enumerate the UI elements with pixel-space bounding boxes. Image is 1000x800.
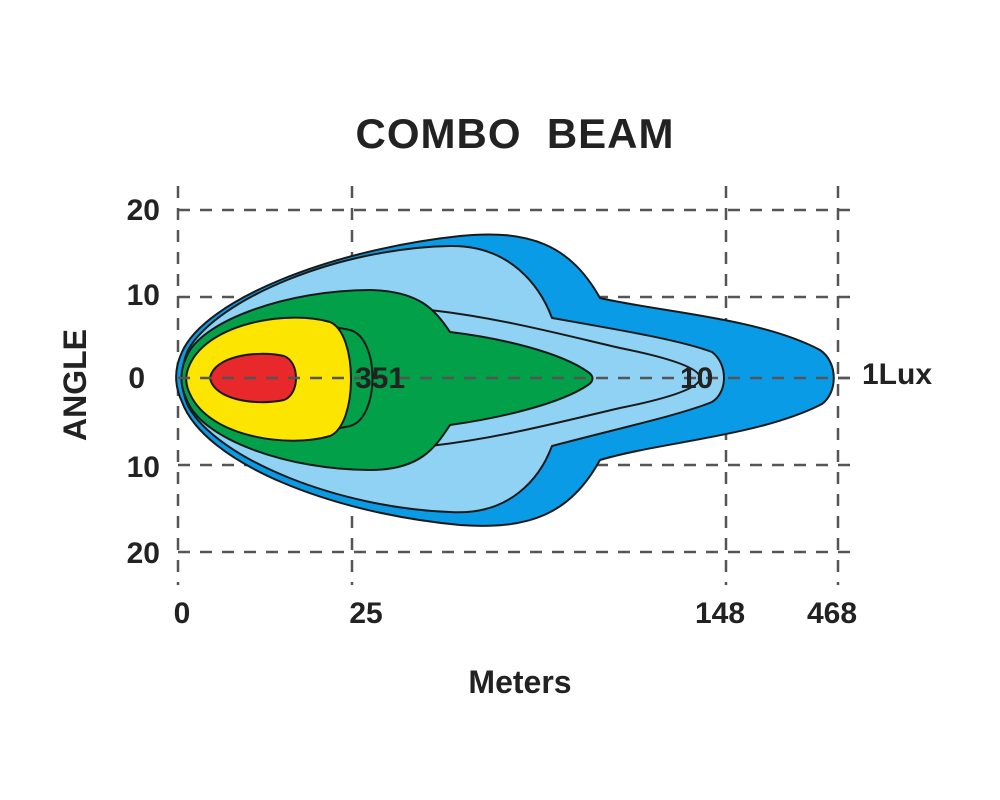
y-ticks: 20 10 0 10 20 (127, 194, 160, 570)
zone-label-10: 10 (680, 362, 713, 395)
x-tick-label: 0 (174, 597, 191, 630)
zone-label-1lux: 1Lux (862, 358, 932, 391)
zone-label-351: 351 (355, 362, 405, 395)
x-tick-label: 25 (349, 597, 382, 630)
x-axis-label: Meters (468, 664, 571, 700)
y-tick-label: 20 (127, 194, 160, 227)
x-tick-label: 468 (807, 597, 857, 630)
y-tick-label: 10 (127, 451, 160, 484)
y-tick-label: 0 (128, 362, 145, 395)
y-tick-label: 10 (127, 279, 160, 312)
y-tick-label: 20 (127, 537, 160, 570)
beam-zones (175, 233, 835, 527)
x-tick-label: 148 (695, 597, 745, 630)
x-ticks: 0 25 148 468 (174, 597, 857, 630)
y-axis-label: ANGLE (57, 329, 93, 441)
chart-title: COMBO BEAM (356, 110, 675, 157)
